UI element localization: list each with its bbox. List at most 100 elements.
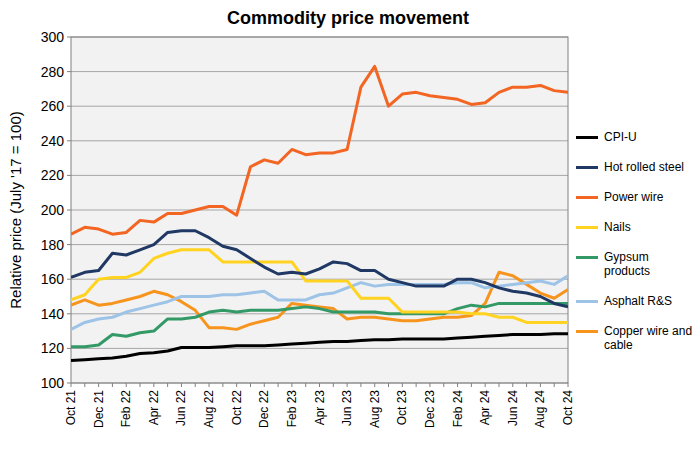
y-tick [67, 106, 71, 107]
x-tick [209, 383, 210, 387]
x-tick-label: Aug 23 [368, 390, 382, 428]
y-tick [67, 313, 71, 314]
y-tick-label: 160 [41, 271, 65, 287]
legend-swatch [576, 330, 598, 333]
x-tick [181, 383, 182, 387]
grid-line [71, 140, 568, 141]
y-tick [67, 140, 71, 141]
x-tick-label: Jun 24 [506, 390, 520, 426]
x-tick-label: Apr 24 [478, 390, 492, 426]
y-tick [67, 383, 71, 384]
y-tick [67, 244, 71, 245]
x-tick [443, 383, 444, 387]
series-line [71, 303, 568, 346]
x-tick [457, 383, 458, 387]
x-tick [402, 383, 403, 387]
x-tick [126, 383, 127, 387]
x-tick-label: Feb 23 [285, 390, 299, 428]
legend-label: Hot rolled steel [604, 160, 696, 174]
grid-line [71, 106, 568, 107]
y-axis-label: Relative price (July '17 = 100) [7, 111, 24, 309]
plot-frame [71, 37, 568, 383]
x-tick [388, 383, 389, 387]
legend-swatch [576, 166, 598, 169]
x-tick [84, 383, 85, 387]
x-tick-label: Feb 24 [451, 390, 465, 428]
x-tick [140, 383, 141, 387]
legend-label: Asphalt R&S [604, 294, 696, 308]
x-tick [264, 383, 265, 387]
x-tick [112, 383, 113, 387]
y-tick [67, 279, 71, 280]
x-tick [416, 383, 417, 387]
x-tick [498, 383, 499, 387]
x-tick [512, 383, 513, 387]
x-tick [319, 383, 320, 387]
x-tick [347, 383, 348, 387]
x-tick [526, 383, 527, 387]
grid-line [71, 348, 568, 349]
series-line [71, 334, 568, 361]
legend-swatch [576, 300, 598, 303]
x-tick-label: Apr 22 [147, 390, 161, 426]
x-tick-label: Aug 24 [533, 390, 547, 428]
x-tick-label: Dec 22 [257, 390, 271, 428]
x-tick [485, 383, 486, 387]
x-tick [222, 383, 223, 387]
x-tick [236, 383, 237, 387]
x-tick [291, 383, 292, 387]
legend-swatch [576, 256, 598, 259]
y-tick [67, 37, 71, 38]
series-line [71, 66, 568, 234]
x-tick [195, 383, 196, 387]
grid-line [71, 313, 568, 314]
y-tick [67, 210, 71, 211]
legend-swatch [576, 226, 598, 229]
y-tick-label: 140 [41, 306, 65, 322]
x-tick [374, 383, 375, 387]
y-tick-label: 100 [41, 375, 65, 391]
legend-swatch [576, 136, 598, 139]
x-tick [568, 383, 569, 387]
legend-swatch [576, 196, 598, 199]
y-tick-label: 200 [41, 202, 65, 218]
series-line [71, 276, 568, 330]
x-tick [167, 383, 168, 387]
y-tick [67, 71, 71, 72]
x-tick [333, 383, 334, 387]
x-tick-label: Oct 21 [64, 390, 78, 426]
x-tick-label: Oct 23 [395, 390, 409, 426]
legend-label: CPI-U [604, 130, 696, 144]
chart: 100120140160180200220240260280300Oct 21D… [0, 0, 696, 450]
x-tick [98, 383, 99, 387]
x-tick-label: Dec 21 [92, 390, 106, 428]
x-tick [554, 383, 555, 387]
x-tick [250, 383, 251, 387]
y-tick [67, 348, 71, 349]
x-tick-label: Oct 24 [561, 390, 575, 426]
grid-line [71, 71, 568, 72]
y-tick-label: 280 [41, 64, 65, 80]
x-tick [278, 383, 279, 387]
x-tick-label: Dec 23 [423, 390, 437, 428]
x-tick-label: Oct 22 [230, 390, 244, 426]
x-tick-label: Feb 22 [119, 390, 133, 428]
grid-line [71, 175, 568, 176]
grid-line [71, 210, 568, 211]
legend-label: Nails [604, 220, 696, 234]
y-tick [67, 175, 71, 176]
y-tick-label: 220 [41, 167, 65, 183]
x-tick-label: Jun 23 [340, 390, 354, 426]
legend-label: Power wire [604, 190, 696, 204]
y-tick-label: 240 [41, 133, 65, 149]
legend-label: Gypsum products [604, 250, 696, 278]
x-tick [71, 383, 72, 387]
grid-line [71, 244, 568, 245]
x-tick [305, 383, 306, 387]
legend-label: Copper wire and cable [604, 324, 696, 352]
series-group [71, 66, 568, 360]
x-tick-label: Jun 22 [174, 390, 188, 426]
y-tick-label: 300 [41, 29, 65, 45]
y-tick-label: 260 [41, 98, 65, 114]
x-tick [360, 383, 361, 387]
